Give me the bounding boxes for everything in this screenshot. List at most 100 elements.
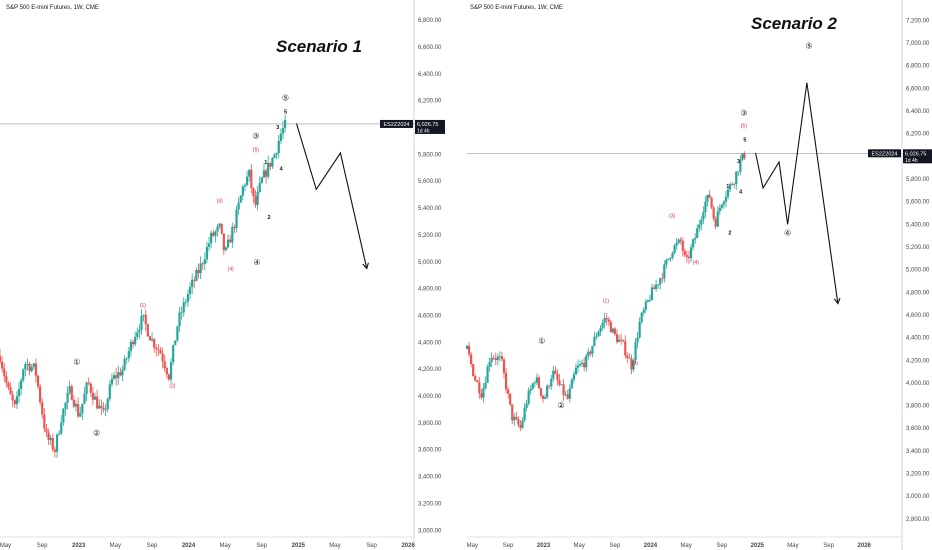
wave-label: 5 [743, 138, 746, 144]
price-badge-countdown: 1d 4h [417, 128, 430, 134]
candle-body [47, 432, 50, 440]
candle-body [718, 207, 721, 212]
price-badge-value: 6,026.75 [417, 122, 438, 128]
candle-body [597, 331, 600, 337]
candle-body [720, 204, 723, 208]
candle-body [150, 339, 154, 341]
candle-body [182, 302, 185, 313]
y-tick-label: 3,800.00 [418, 421, 442, 427]
y-tick-label: 6,600.00 [418, 45, 442, 51]
candle-body [142, 314, 145, 316]
candle-body [186, 293, 190, 302]
candle-body [490, 357, 493, 363]
y-tick-label: 6,800.00 [906, 64, 930, 70]
candle-body [615, 334, 619, 343]
candle-body [197, 269, 200, 274]
chart-header-right: S&P 500 E-mini Futures, 1W, CME [470, 5, 563, 11]
candle-body [546, 385, 549, 398]
candle-body [704, 201, 707, 213]
wave-label: ③ [252, 131, 259, 140]
price-badge [415, 119, 445, 134]
wave-label: (3) [217, 199, 223, 205]
y-tick-label: 4,800.00 [418, 287, 442, 293]
candle-body [256, 191, 259, 205]
y-tick-label: 5,400.00 [906, 222, 930, 228]
x-tick-label: Sep [610, 543, 621, 549]
candle-body [277, 141, 280, 154]
wave-label: (5) [741, 123, 747, 129]
candle-body [178, 312, 181, 327]
candle-body [498, 356, 501, 358]
candle-body [79, 413, 82, 417]
wave-label: (2) [632, 361, 638, 367]
candle-body [267, 162, 270, 177]
y-tick-label: 6,400.00 [418, 72, 442, 78]
candle-body [638, 322, 641, 338]
candle-body [188, 286, 192, 294]
wave-label: ② [93, 429, 100, 438]
y-tick-label: 5,800.00 [418, 152, 442, 158]
candle-body [482, 388, 485, 398]
candle-body [77, 403, 80, 417]
candle-body [665, 259, 668, 265]
y-tick-label: 4,600.00 [906, 313, 930, 319]
candle-body [552, 370, 555, 379]
candle-body [465, 345, 469, 349]
y-tick-label: 5,000.00 [418, 260, 442, 266]
candle-body [593, 336, 596, 346]
y-tick-label: 4,400.00 [418, 340, 442, 346]
x-tick-label: May [787, 543, 798, 549]
projection-path [755, 82, 839, 304]
wave-label: 3 [276, 125, 279, 131]
candle-body [203, 259, 206, 264]
candle-body [155, 347, 158, 350]
candle-body [41, 402, 44, 415]
candle-body [231, 226, 234, 243]
wave-label: ③ [740, 109, 747, 118]
candle-body [685, 255, 689, 257]
y-tick-label: 6,200.00 [418, 99, 442, 105]
candle-body [496, 356, 499, 360]
candle-body [39, 386, 42, 403]
candle-body [488, 362, 491, 367]
candle-body [523, 408, 526, 421]
x-tick-label: 2024 [644, 543, 658, 549]
y-tick-label: 5,600.00 [906, 200, 930, 206]
candle-body [521, 420, 524, 428]
candle-body [673, 245, 676, 253]
y-tick-label: 3,800.00 [906, 404, 930, 410]
candle-body [237, 202, 240, 210]
candle-body [541, 395, 545, 399]
candle-body [85, 382, 88, 394]
x-tick-label: May [329, 543, 340, 549]
candle-body [500, 356, 504, 360]
candle-body [708, 194, 711, 198]
y-tick-label: 4,000.00 [418, 394, 442, 400]
candle-body [694, 237, 697, 240]
candle-body [550, 378, 553, 387]
candle-body [628, 358, 631, 359]
candle-body [110, 378, 114, 385]
candle-body [671, 252, 674, 258]
candle-body [476, 380, 479, 383]
candle-body [698, 224, 701, 229]
candle-body [104, 409, 107, 411]
candle-body [169, 362, 173, 380]
candle-body [201, 263, 204, 265]
wave-label: ⑤ [805, 42, 812, 51]
candle-body [739, 159, 742, 172]
wave-label: ① [538, 336, 545, 345]
candle-body [3, 368, 6, 377]
wave-label: 2 [728, 231, 731, 237]
candle-body [640, 312, 643, 323]
wave-label: ④ [784, 229, 791, 238]
candle-body [574, 367, 578, 375]
candle-body [659, 278, 662, 285]
candle-body [115, 375, 118, 379]
candle-body [714, 218, 717, 227]
candle-body [140, 315, 143, 331]
candle-body [626, 355, 629, 359]
y-tick-label: 3,000.00 [906, 494, 930, 500]
candle-body [737, 171, 740, 173]
candle-body [735, 171, 738, 185]
